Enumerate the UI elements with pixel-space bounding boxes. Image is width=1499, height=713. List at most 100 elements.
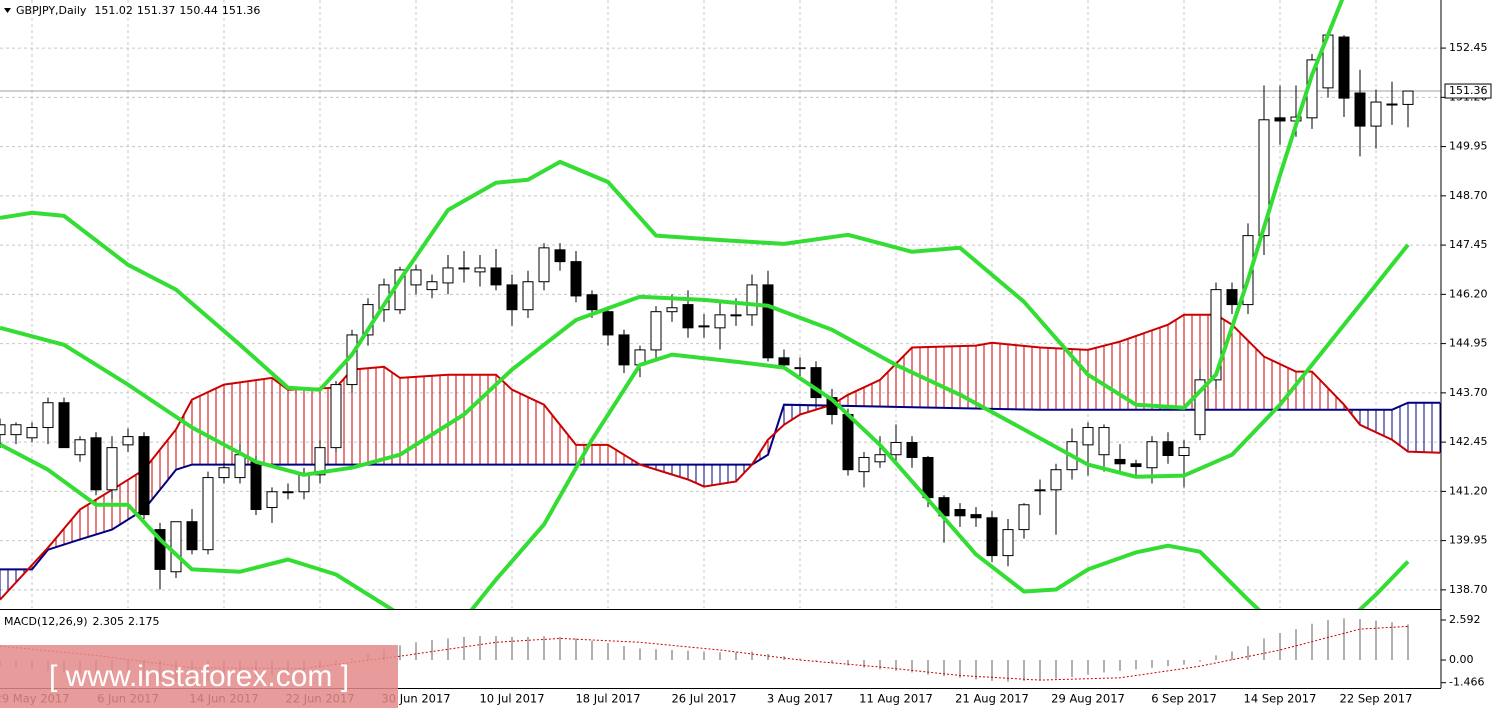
macd-bar (543, 636, 545, 661)
macd-bar (847, 660, 849, 666)
x-tick-label: 14 Sep 2017 (1244, 692, 1317, 706)
x-tick-label: 22 Sep 2017 (1340, 692, 1413, 706)
macd-bar (639, 648, 641, 661)
candle-body (186, 521, 198, 551)
close-value: 151.36 (222, 4, 261, 17)
macd-bar (591, 640, 593, 661)
candle-body (538, 247, 550, 283)
candle-body (410, 269, 422, 286)
menu-triangle (4, 8, 11, 13)
candle-body (426, 281, 438, 291)
candle-body (298, 474, 310, 493)
macd-bar (895, 660, 897, 671)
x-tick-label: 21 Aug 2017 (955, 692, 1029, 706)
candle-body (1338, 36, 1350, 99)
candle-body (970, 514, 982, 519)
macd-bar (1039, 660, 1041, 681)
macd-bar (559, 636, 561, 661)
macd-bar (1295, 629, 1297, 661)
candle-body (1050, 469, 1062, 491)
macd-bar (799, 658, 801, 661)
band-line (0, 0, 1345, 410)
macd-bar (1279, 633, 1281, 661)
macd-bar (511, 636, 513, 661)
y-tick-label: 139.95 (1449, 534, 1488, 547)
candle-body (154, 529, 166, 570)
candle-body (1402, 90, 1414, 105)
macd-bar (1055, 660, 1057, 679)
macd-bar (1007, 660, 1009, 682)
candle-body (1002, 529, 1014, 557)
macd-bar (1103, 660, 1105, 673)
candle-body (1354, 92, 1366, 127)
candle-body (1018, 504, 1030, 531)
candle-body (58, 402, 70, 449)
candle-body (218, 467, 230, 479)
macd-bar (1327, 619, 1329, 661)
macd-bar (623, 646, 625, 661)
x-tick-label: 29 Aug 2017 (1051, 692, 1125, 706)
candle-body (778, 357, 790, 366)
candle-body (1130, 463, 1142, 468)
candle-body (1146, 441, 1158, 469)
watermark-group: [ www.instaforex.com ] (0, 645, 398, 708)
macd-bar (1231, 651, 1233, 661)
candle-body (90, 437, 102, 491)
candle-body (474, 267, 486, 273)
signal-value: 2.175 (128, 615, 160, 628)
macd-bar (1407, 624, 1409, 661)
y-tick-label: -1.466 (1449, 676, 1484, 689)
watermark: [ www.instaforex.com ] (49, 660, 349, 693)
candle-body (746, 284, 758, 316)
macd-bar (1167, 660, 1169, 667)
macd-bar (1359, 619, 1361, 661)
candle-body (10, 424, 22, 436)
candle-body (794, 367, 806, 370)
candle-body (266, 491, 278, 509)
macd-bar (655, 649, 657, 661)
macd-bar (1375, 620, 1377, 661)
y-tick-label: 149.95 (1449, 140, 1488, 153)
x-tick-label: 3 Aug 2017 (767, 692, 833, 706)
candle-body (250, 461, 262, 510)
candle-body (458, 267, 470, 270)
candle-body (490, 267, 502, 286)
y-tick-label: 143.70 (1449, 386, 1488, 399)
macd-bar (1247, 646, 1249, 661)
candle-body (922, 456, 934, 499)
candle-body (234, 454, 246, 479)
candle-body (1098, 427, 1110, 456)
y-tick-label: 138.70 (1449, 583, 1488, 596)
macd-bar (575, 638, 577, 661)
candle-body (986, 517, 998, 557)
macd-bar (1119, 660, 1121, 671)
band-line (0, 352, 1410, 609)
macd-bar (1343, 618, 1345, 661)
candle-body (618, 334, 630, 366)
candle-body (330, 384, 342, 449)
y-tick-label: 152.45 (1449, 41, 1488, 54)
macd-bar (735, 652, 737, 661)
macd-bar (831, 660, 833, 664)
cloud-span-b (0, 401, 1440, 571)
macd-bar (719, 652, 721, 661)
x-tick-label: 30 Jun 2017 (381, 692, 450, 706)
macd-bar (703, 651, 705, 661)
x-tick-label: 26 Jul 2017 (671, 692, 736, 706)
candle-body (1370, 101, 1382, 127)
price-label: 151.36 (1449, 84, 1488, 97)
macd-bar (447, 638, 449, 661)
macd-bar (527, 636, 529, 661)
band-line (0, 243, 1410, 479)
candle-body (570, 261, 582, 297)
y-tick-label: 0.00 (1449, 653, 1474, 666)
candle-body (138, 436, 150, 516)
macd-bar (767, 653, 769, 661)
candle-body (842, 414, 854, 471)
y-tick-label: 142.45 (1449, 435, 1488, 448)
y-tick-label: 147.45 (1449, 238, 1488, 251)
macd-bar (879, 660, 881, 670)
candle-body (666, 307, 678, 313)
watermark-box (0, 645, 398, 708)
